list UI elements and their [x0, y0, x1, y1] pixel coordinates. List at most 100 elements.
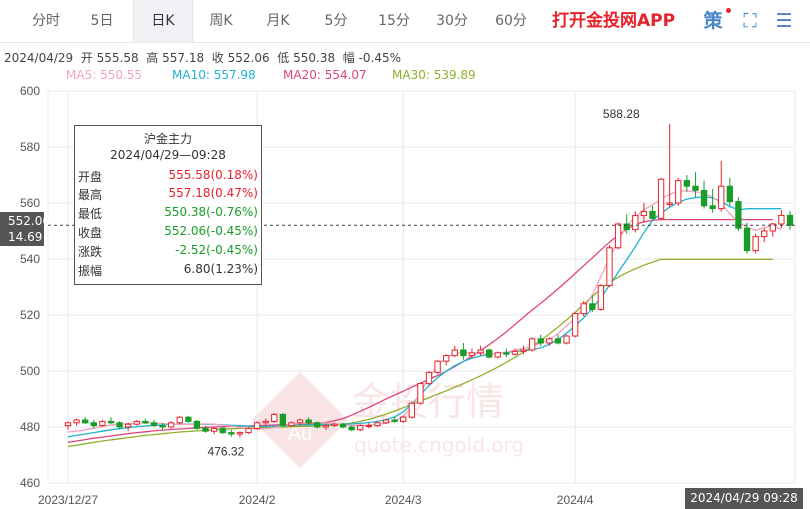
candle-body — [296, 419, 304, 424]
ma30-label: MA30: — [392, 68, 430, 82]
candle-body — [726, 185, 733, 203]
tooltip-row-amplitude: 振幅 6.80(1.23%) — [78, 262, 258, 280]
candle — [228, 429, 235, 437]
ma30-value: 539.89 — [433, 68, 476, 82]
candle-body — [503, 352, 510, 355]
kline-chart[interactable]: Au 金投行情 quote.cngold.org 460480500520540… — [0, 80, 810, 509]
candle-body — [193, 420, 201, 429]
candle-body — [743, 227, 751, 252]
x-tick-label: 2024/2 — [239, 493, 276, 507]
candle-body — [279, 413, 287, 427]
fullscreen-icon[interactable]: ⛶ — [743, 10, 757, 32]
candle-body — [245, 427, 252, 434]
candle — [709, 189, 716, 213]
candle — [288, 421, 295, 427]
candle — [606, 245, 613, 287]
low-annotation: 476.32 — [208, 444, 245, 458]
tab-60min[interactable]: 60分 — [495, 13, 527, 29]
tab-5day[interactable]: 5日 — [90, 13, 114, 29]
candle — [752, 233, 759, 254]
candle-body — [417, 383, 424, 404]
candle-body — [228, 432, 235, 435]
candle-body — [133, 420, 140, 425]
menu-icon[interactable]: ☰ — [775, 10, 793, 32]
candle-body — [159, 425, 166, 428]
tab-15min[interactable]: 15分 — [378, 13, 410, 29]
candle — [322, 424, 330, 430]
tab-5min[interactable]: 5分 — [324, 13, 348, 29]
candle-body — [288, 422, 295, 427]
candle-body — [305, 419, 312, 424]
tab-weekly-k[interactable]: 周K — [209, 13, 233, 29]
y-tick-label: 500 — [20, 364, 40, 378]
candle-body — [520, 349, 527, 352]
candle-body — [73, 419, 80, 424]
tab-monthly-k[interactable]: 月K — [266, 13, 290, 29]
candle-body — [649, 210, 656, 219]
x-tick-label: 2024/4 — [557, 493, 594, 507]
candle — [640, 203, 648, 223]
tab-fenshi[interactable]: 分时 — [32, 13, 60, 29]
candle-body — [107, 420, 115, 424]
quote-tooltip: 沪金主力 2024/04/29—09:28 开盘 555.58(0.18%) 最高… — [74, 125, 262, 285]
candle — [735, 197, 742, 231]
candle — [537, 334, 544, 346]
candle-body — [443, 355, 450, 362]
candle — [305, 417, 312, 425]
candle — [477, 345, 484, 356]
ma-legend: MA5: 550.55 MA10: 557.98 MA20: 554.07 MA… — [0, 68, 810, 84]
tooltip-value: 552.06(-0.45%) — [164, 224, 258, 238]
candle — [563, 334, 570, 345]
candle — [571, 312, 579, 338]
candle-body — [571, 313, 579, 337]
candle-body — [434, 360, 441, 373]
candle-body — [425, 371, 433, 385]
candle — [73, 418, 80, 426]
candle-body — [262, 420, 269, 424]
candle — [107, 417, 115, 425]
candle-body — [451, 349, 458, 357]
candle-body — [322, 425, 330, 428]
strategy-icon[interactable]: 策 — [703, 10, 723, 32]
candle — [468, 348, 476, 359]
ma30-legend: MA30: 539.89 — [392, 68, 476, 82]
ohlc-summary: 2024/04/29 开 555.58 高 557.18 收 552.06 低 … — [4, 49, 401, 66]
candle-body — [460, 349, 467, 357]
candle-body — [64, 422, 72, 427]
y-tick-label: 460 — [20, 476, 40, 490]
candle-body — [271, 413, 278, 422]
candle-body — [116, 422, 123, 428]
candle-body — [202, 427, 209, 432]
change-value: -0.45% — [358, 51, 402, 65]
open-app-link[interactable]: 打开金投网APP — [552, 11, 676, 31]
candle — [125, 422, 132, 432]
tab-daily-k[interactable]: 日K — [133, 0, 193, 42]
candle-body — [82, 419, 89, 424]
candle — [520, 345, 527, 355]
candle-body — [606, 247, 613, 287]
candle-body — [546, 338, 553, 344]
tooltip-row-high: 最高 557.18(0.47%) — [78, 186, 258, 204]
candle — [185, 415, 192, 423]
close-label: 收 — [211, 51, 224, 65]
crosshair-price-label: 552.06 14.69 — [0, 212, 50, 246]
candle — [769, 222, 776, 237]
tooltip-row-change: 涨跌 -2.52(-0.45%) — [78, 243, 258, 261]
candle-body — [786, 214, 794, 226]
notification-dot — [726, 8, 731, 13]
candle-body — [718, 185, 725, 210]
candle — [692, 172, 699, 198]
candle — [666, 123, 673, 208]
tab-30min[interactable]: 30分 — [436, 13, 468, 29]
candle-body — [382, 419, 390, 424]
candle-body — [614, 223, 622, 249]
candle — [82, 417, 89, 425]
candle — [245, 427, 252, 434]
ma10-legend: MA10: 557.98 — [172, 68, 256, 82]
candle-body — [477, 349, 484, 354]
candles — [64, 123, 794, 438]
tooltip-label: 开盘 — [78, 170, 103, 184]
x-axis-labels: 2023/12/27 2024/2 2024/3 2024/4 — [38, 493, 594, 507]
open-label: 开 — [80, 51, 93, 65]
candle — [296, 418, 304, 426]
